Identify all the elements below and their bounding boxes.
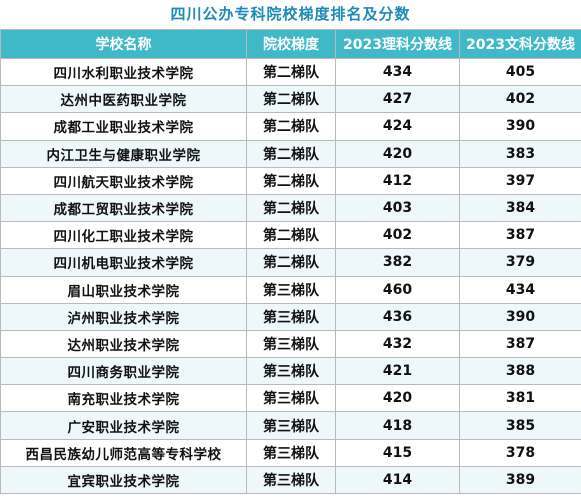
table-body: 四川水利职业技术学院 第二梯队 434 405 达州中医药职业学院 第二梯队 427 402 成… [0,57,581,495]
school-name-cell: 西昌民族幼儿师范高等专科学校 [0,438,247,467]
school-name-cell: 四川航天职业技术学院 [0,166,247,195]
tier-cell: 第三梯队 [246,329,336,359]
table-row: 达州中医药职业学院 第二梯队 427 402 [0,85,581,114]
table-row: 四川航天职业技术学院 第二梯队 412 397 [0,166,581,195]
table-row: 广安职业技术学院 第三梯队 418 385 [0,411,581,440]
science-score-cell: 415 [335,438,460,467]
arts-score-cell: 378 [459,438,581,467]
science-score-cell: 420 [335,384,460,413]
arts-score-cell: 397 [459,166,581,195]
arts-score-cell: 379 [459,248,581,277]
school-name-cell: 成都工贸职业技术学院 [0,193,247,223]
science-score-cell: 420 [335,139,460,168]
arts-score-cell: 385 [459,411,581,440]
tier-cell: 第二梯队 [246,57,336,87]
school-name-cell: 眉山职业技术学院 [0,275,247,304]
school-name-cell: 四川商务职业学院 [0,357,247,386]
school-name-cell: 宜宾职业技术学院 [0,465,247,495]
table-row: 成都工贸职业技术学院 第二梯队 403 384 [0,193,581,223]
tier-cell: 第三梯队 [246,384,336,413]
tier-cell: 第三梯队 [246,302,336,331]
header-science-score: 2023理科分数线 [335,29,460,59]
science-score-cell: 403 [335,193,460,223]
table-row: 成都工业职业技术学院 第二梯队 424 390 [0,112,581,141]
tier-cell: 第三梯队 [246,411,336,440]
school-name-cell: 广安职业技术学院 [0,411,247,440]
science-score-cell: 460 [335,275,460,304]
header-school: 学校名称 [0,29,247,59]
table-row: 西昌民族幼儿师范高等专科学校 第三梯队 415 378 [0,438,581,467]
tier-cell: 第二梯队 [246,248,336,277]
table-row: 四川机电职业技术学院 第二梯队 382 379 [0,248,581,277]
tier-cell: 第三梯队 [246,357,336,386]
science-score-cell: 382 [335,248,460,277]
table-row: 四川水利职业技术学院 第二梯队 434 405 [0,57,581,87]
table-row: 内江卫生与健康职业学院 第二梯队 420 383 [0,139,581,168]
science-score-cell: 402 [335,221,460,250]
school-name-cell: 四川水利职业技术学院 [0,57,247,87]
science-score-cell: 418 [335,411,460,440]
school-name-cell: 南充职业技术学院 [0,384,247,413]
science-score-cell: 412 [335,166,460,195]
tier-cell: 第二梯队 [246,85,336,114]
science-score-cell: 427 [335,85,460,114]
table-row: 达州职业技术学院 第三梯队 432 387 [0,329,581,359]
arts-score-cell: 405 [459,57,581,87]
table-row: 宜宾职业技术学院 第三梯队 414 389 [0,465,581,495]
table-row: 四川化工职业技术学院 第二梯队 402 387 [0,221,581,250]
arts-score-cell: 387 [459,221,581,250]
ranking-table: 学校名称 院校梯度 2023理科分数线 2023文科分数线 四川水利职业技术学院… [0,29,581,495]
school-name-cell: 达州中医药职业学院 [0,85,247,114]
table-row: 眉山职业技术学院 第三梯队 460 434 [0,275,581,304]
school-name-cell: 达州职业技术学院 [0,329,247,359]
school-name-cell: 内江卫生与健康职业学院 [0,139,247,168]
page-title: 四川公办专科院校梯度排名及分数 [170,5,411,23]
tier-cell: 第二梯队 [246,139,336,168]
table-row: 四川商务职业学院 第三梯队 421 388 [0,357,581,386]
science-score-cell: 434 [335,57,460,87]
arts-score-cell: 434 [459,275,581,304]
header-arts-score: 2023文科分数线 [459,29,581,59]
table-row: 泸州职业技术学院 第三梯队 436 390 [0,302,581,331]
school-name-cell: 成都工业职业技术学院 [0,112,247,141]
arts-score-cell: 383 [459,139,581,168]
arts-score-cell: 384 [459,193,581,223]
school-name-cell: 四川机电职业技术学院 [0,248,247,277]
table-row: 南充职业技术学院 第三梯队 420 381 [0,384,581,413]
tier-cell: 第二梯队 [246,221,336,250]
arts-score-cell: 381 [459,384,581,413]
arts-score-cell: 390 [459,112,581,141]
table-header-row: 学校名称 院校梯度 2023理科分数线 2023文科分数线 [0,29,581,59]
tier-cell: 第三梯队 [246,275,336,304]
header-tier: 院校梯度 [246,29,336,59]
science-score-cell: 421 [335,357,460,386]
science-score-cell: 432 [335,329,460,359]
tier-cell: 第三梯队 [246,465,336,495]
arts-score-cell: 387 [459,329,581,359]
arts-score-cell: 402 [459,85,581,114]
tier-cell: 第二梯队 [246,193,336,223]
arts-score-cell: 390 [459,302,581,331]
tier-cell: 第三梯队 [246,438,336,467]
arts-score-cell: 389 [459,465,581,495]
tier-cell: 第二梯队 [246,166,336,195]
science-score-cell: 424 [335,112,460,141]
school-name-cell: 四川化工职业技术学院 [0,221,247,250]
tier-cell: 第二梯队 [246,112,336,141]
arts-score-cell: 388 [459,357,581,386]
science-score-cell: 414 [335,465,460,495]
school-name-cell: 泸州职业技术学院 [0,302,247,331]
science-score-cell: 436 [335,302,460,331]
